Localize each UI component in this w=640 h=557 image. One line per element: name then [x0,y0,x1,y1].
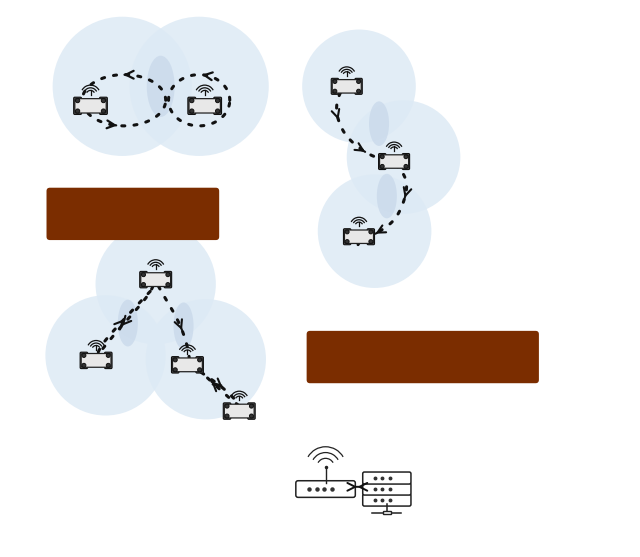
Circle shape [225,404,229,408]
Circle shape [216,109,220,113]
FancyBboxPatch shape [140,271,147,288]
Ellipse shape [377,174,397,218]
Ellipse shape [147,56,175,117]
FancyBboxPatch shape [307,331,539,383]
Circle shape [345,230,349,234]
FancyBboxPatch shape [81,354,111,367]
FancyBboxPatch shape [214,97,221,115]
Circle shape [216,99,220,102]
FancyBboxPatch shape [99,97,108,115]
Circle shape [173,368,177,372]
Circle shape [333,80,337,84]
Circle shape [82,353,86,358]
Circle shape [404,164,408,168]
Circle shape [52,17,192,156]
Circle shape [347,100,460,214]
Circle shape [82,363,86,368]
FancyBboxPatch shape [172,356,179,373]
Circle shape [146,299,266,419]
Ellipse shape [118,300,138,346]
FancyBboxPatch shape [363,472,411,484]
Circle shape [45,295,166,416]
Circle shape [76,109,80,113]
FancyBboxPatch shape [363,494,411,506]
FancyBboxPatch shape [378,154,386,169]
Circle shape [101,109,106,113]
Circle shape [380,155,384,159]
Circle shape [356,89,360,93]
Circle shape [198,358,202,362]
Circle shape [76,99,80,102]
FancyBboxPatch shape [344,229,351,245]
Circle shape [189,99,194,102]
Circle shape [141,282,145,287]
Circle shape [250,404,253,408]
FancyBboxPatch shape [75,99,106,113]
FancyBboxPatch shape [248,403,255,419]
FancyBboxPatch shape [363,483,411,495]
FancyBboxPatch shape [189,99,220,113]
FancyBboxPatch shape [332,80,361,93]
Circle shape [380,164,384,168]
Circle shape [250,414,253,418]
Circle shape [369,230,372,234]
Circle shape [106,353,110,358]
Circle shape [166,282,170,287]
FancyBboxPatch shape [380,155,408,168]
FancyBboxPatch shape [224,404,254,418]
Bar [383,511,391,514]
Circle shape [345,240,349,243]
Circle shape [302,30,416,143]
Circle shape [141,272,145,277]
Circle shape [173,358,177,362]
Circle shape [333,89,337,93]
Circle shape [225,414,229,418]
FancyBboxPatch shape [344,230,374,243]
Circle shape [318,174,431,288]
Circle shape [95,224,216,344]
FancyBboxPatch shape [141,273,171,286]
Circle shape [404,155,408,159]
Circle shape [369,240,372,243]
Circle shape [198,368,202,372]
FancyBboxPatch shape [296,481,355,497]
FancyBboxPatch shape [332,79,339,94]
Circle shape [101,99,106,102]
FancyBboxPatch shape [367,229,374,245]
Ellipse shape [369,101,389,146]
Circle shape [166,272,170,277]
FancyBboxPatch shape [74,97,81,115]
FancyBboxPatch shape [223,403,231,419]
FancyBboxPatch shape [164,271,172,288]
FancyBboxPatch shape [188,97,196,115]
Ellipse shape [173,302,193,349]
Circle shape [129,17,269,156]
FancyBboxPatch shape [80,352,88,369]
Circle shape [189,109,194,113]
FancyBboxPatch shape [355,79,362,94]
FancyBboxPatch shape [47,188,219,240]
FancyBboxPatch shape [402,154,410,169]
FancyBboxPatch shape [196,356,204,373]
FancyBboxPatch shape [173,358,202,372]
Circle shape [106,363,110,368]
FancyBboxPatch shape [104,352,112,369]
Circle shape [356,80,360,84]
